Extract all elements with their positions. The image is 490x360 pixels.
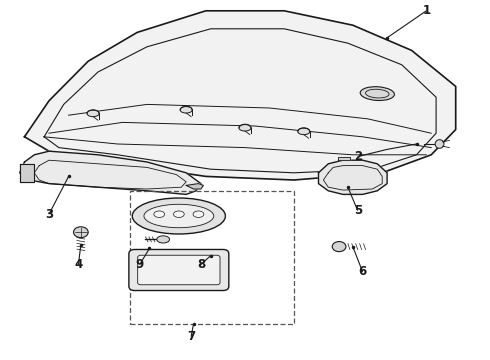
Polygon shape (318, 160, 387, 194)
Ellipse shape (132, 198, 225, 234)
Ellipse shape (173, 211, 184, 217)
Text: 2: 2 (354, 150, 362, 163)
Ellipse shape (154, 211, 165, 217)
Ellipse shape (332, 242, 346, 252)
Ellipse shape (435, 140, 444, 148)
Ellipse shape (157, 236, 170, 243)
Ellipse shape (180, 107, 192, 113)
Text: 1: 1 (422, 4, 430, 17)
Polygon shape (20, 151, 201, 194)
Text: 6: 6 (359, 265, 367, 278)
Text: 3: 3 (45, 208, 53, 221)
FancyBboxPatch shape (138, 255, 220, 285)
Ellipse shape (74, 227, 88, 238)
Bar (130, 191, 294, 324)
Text: 8: 8 (197, 258, 205, 271)
Text: 9: 9 (136, 258, 144, 271)
Text: 7: 7 (187, 330, 195, 343)
Text: 5: 5 (354, 204, 362, 217)
Ellipse shape (297, 128, 310, 135)
Ellipse shape (87, 110, 99, 117)
Polygon shape (186, 184, 203, 189)
Polygon shape (24, 11, 456, 180)
Text: 4: 4 (74, 258, 82, 271)
FancyBboxPatch shape (129, 249, 229, 291)
Ellipse shape (144, 204, 214, 228)
Ellipse shape (193, 211, 204, 217)
Polygon shape (20, 164, 34, 182)
Ellipse shape (239, 125, 251, 131)
Polygon shape (338, 157, 350, 160)
Ellipse shape (360, 87, 394, 100)
